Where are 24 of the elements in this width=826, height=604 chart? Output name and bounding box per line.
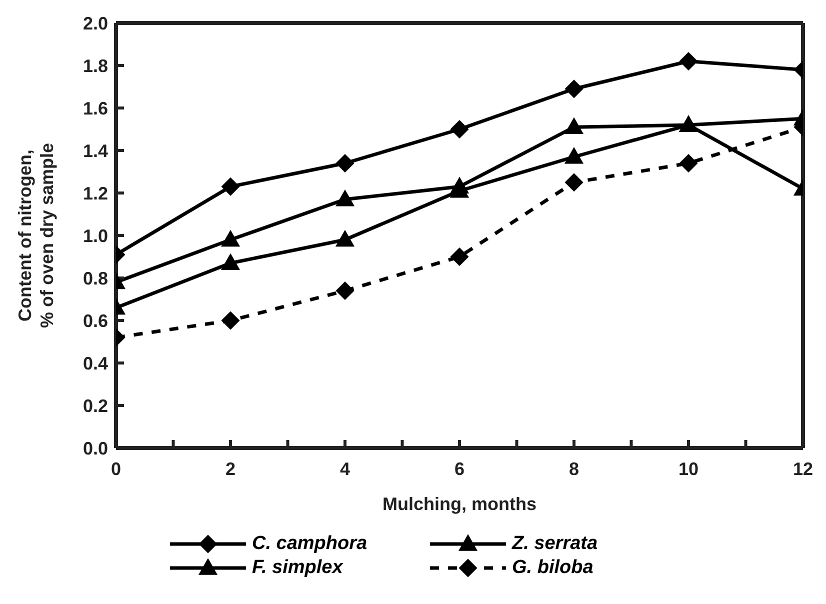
y-tick-label: 0.2 <box>82 396 108 416</box>
x-axis-title: Mulching, months <box>382 494 536 514</box>
y-tick-label: 0.0 <box>82 438 108 458</box>
x-tick-label: 2 <box>225 458 236 479</box>
x-tick-label: 0 <box>110 458 122 479</box>
x-tick-label: 12 <box>792 458 814 479</box>
x-tick-label: 4 <box>340 458 350 479</box>
legend-label: C. camphora <box>252 533 368 555</box>
y-tick-label: 0.8 <box>82 268 108 288</box>
x-tick-label: 8 <box>568 458 580 479</box>
y-tick-label: 0.6 <box>82 310 108 331</box>
x-tick-label: 10 <box>678 458 699 479</box>
y-axis-title: Content of nitrogen, % of oven dry sample <box>15 142 57 328</box>
y-tick-label: 1.2 <box>82 183 108 204</box>
y-tick-label: 0.4 <box>82 353 108 374</box>
legend-label: G. biloba <box>512 557 594 579</box>
x-tick-label: 6 <box>454 458 465 479</box>
y-tick-label: 2.0 <box>82 13 108 34</box>
y-tick-label: 1.8 <box>82 56 108 76</box>
legend-label: Z. serrata <box>512 533 598 555</box>
y-tick-label: 1.6 <box>82 98 108 118</box>
y-tick-label: 1.4 <box>82 140 108 161</box>
y-tick-label: 1.0 <box>82 226 108 246</box>
legend-label: F. simplex <box>252 557 343 579</box>
